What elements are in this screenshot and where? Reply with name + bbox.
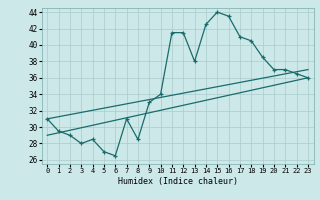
X-axis label: Humidex (Indice chaleur): Humidex (Indice chaleur) [118,177,237,186]
